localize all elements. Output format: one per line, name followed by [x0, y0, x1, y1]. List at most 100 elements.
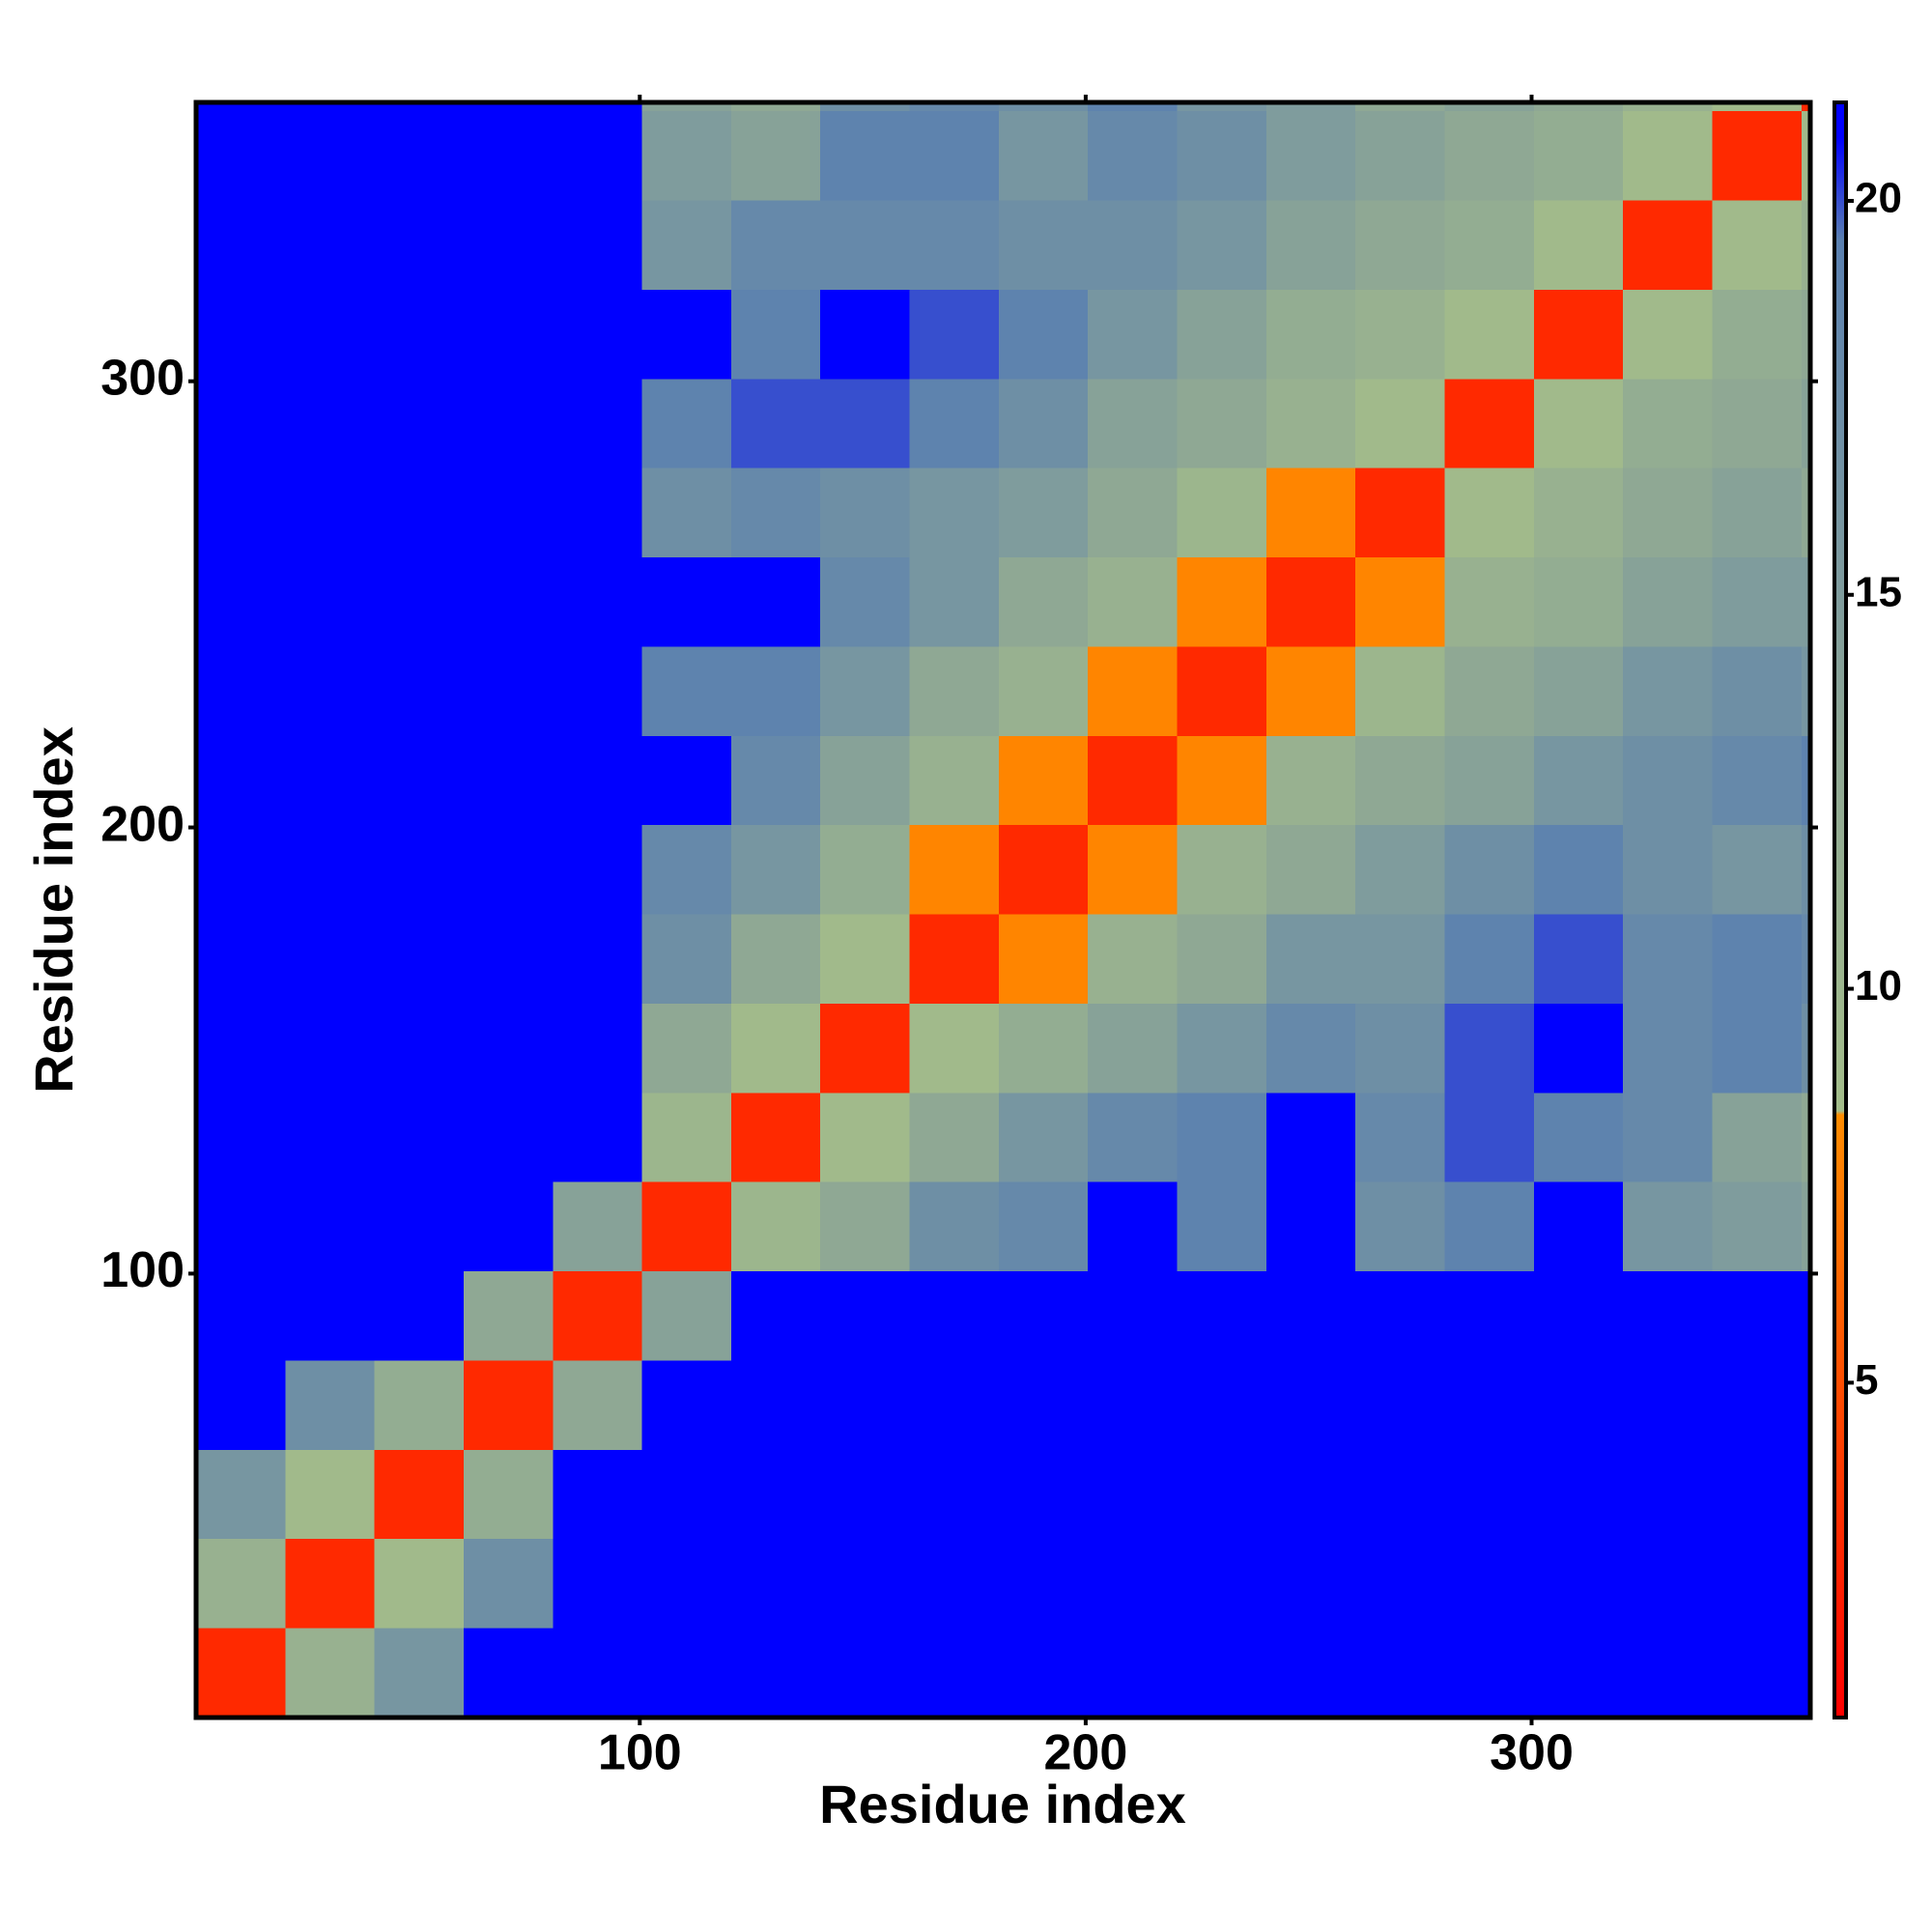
heatmap-cell	[196, 1360, 286, 1450]
heatmap-cell	[196, 102, 286, 112]
heatmap-cell	[641, 111, 731, 201]
y-tick-label: 100	[100, 1242, 185, 1298]
heatmap-cell	[196, 379, 286, 469]
heatmap-cell	[1177, 1360, 1266, 1450]
heatmap-cell	[1712, 735, 1802, 826]
heatmap-cell	[820, 735, 910, 826]
heatmap-cell	[463, 1181, 554, 1272]
heatmap-cell	[463, 1271, 554, 1361]
heatmap-cell	[641, 468, 731, 558]
heatmap-cell	[1265, 1181, 1356, 1272]
heatmap-cell	[463, 1628, 554, 1718]
heatmap-cell	[820, 468, 910, 558]
heatmap-cell	[998, 1271, 1089, 1361]
heatmap-cell	[1712, 1360, 1802, 1450]
heatmap-cell	[1177, 468, 1266, 558]
heatmap-cell	[1533, 735, 1624, 826]
heatmap-cell	[998, 468, 1089, 558]
heatmap-cell	[463, 379, 554, 469]
heatmap-cell	[1801, 557, 1810, 647]
heatmap-cell	[196, 111, 286, 201]
heatmap-cell	[285, 1093, 375, 1182]
heatmap-cell	[1444, 1449, 1534, 1540]
heatmap-cell	[1265, 1360, 1356, 1450]
heatmap-cell	[1712, 1271, 1802, 1361]
heatmap-cell	[1088, 1093, 1178, 1182]
heatmap-cell	[374, 1003, 464, 1094]
x-tick-label: 100	[598, 1725, 682, 1781]
heatmap-cell	[1712, 379, 1802, 469]
heatmap-cell	[1623, 289, 1713, 380]
heatmap-cell	[909, 1539, 999, 1629]
heatmap-cell	[1265, 1271, 1356, 1361]
heatmap-cell	[1533, 1003, 1624, 1094]
heatmap-cell	[285, 646, 375, 736]
heatmap-cell	[1088, 557, 1178, 647]
heatmap-cell	[1712, 1539, 1802, 1629]
heatmap-cell	[1533, 557, 1624, 647]
heatmap-cell	[1444, 735, 1534, 826]
heatmap-cell	[730, 825, 821, 915]
heatmap-cell	[1444, 1003, 1534, 1094]
heatmap-cell	[553, 1539, 642, 1629]
heatmap-cell	[1265, 102, 1356, 112]
heatmap-cell	[820, 825, 910, 915]
heatmap-cell	[553, 1360, 642, 1450]
heatmap-cell	[1623, 914, 1713, 1004]
heatmap-cell	[1623, 646, 1713, 736]
heatmap-cell	[374, 1181, 464, 1272]
heatmap-cell	[1355, 1449, 1445, 1540]
heatmap-cell	[641, 1539, 731, 1629]
heatmap-cell	[998, 914, 1089, 1004]
heatmap-cell	[553, 1271, 642, 1361]
heatmap-cell	[1088, 111, 1178, 201]
heatmap-cell	[730, 111, 821, 201]
heatmap-cell	[641, 1003, 731, 1094]
heatmap-cell	[820, 557, 910, 647]
heatmap-cell	[1177, 914, 1266, 1004]
heatmap-cell	[463, 646, 554, 736]
heatmap-cell	[1801, 1093, 1810, 1182]
heatmap-cell	[553, 1181, 642, 1272]
heatmap-cell	[553, 1628, 642, 1718]
heatmap-cell	[641, 914, 731, 1004]
heatmap-cell	[1623, 1360, 1713, 1450]
heatmap-cell	[730, 646, 821, 736]
heatmap-cell	[553, 379, 642, 469]
heatmap-cell	[1801, 1181, 1810, 1272]
heatmap-cell	[1801, 1539, 1810, 1629]
heatmap-cell	[1623, 111, 1713, 201]
heatmap-cell	[1801, 735, 1810, 826]
heatmap-cell	[196, 1003, 286, 1094]
heatmap-cell	[463, 1003, 554, 1094]
heatmap-cell	[1712, 200, 1802, 290]
heatmap-cell	[909, 1271, 999, 1361]
heatmap-cell	[285, 1360, 375, 1450]
heatmap-cell	[463, 1449, 554, 1540]
heatmap-cell	[1355, 1271, 1445, 1361]
heatmap-cell	[196, 914, 286, 1004]
heatmap-cell	[285, 1181, 375, 1272]
heatmap-cell	[463, 289, 554, 380]
heatmap-cell	[1088, 735, 1178, 826]
heatmap-cell	[374, 1628, 464, 1718]
heatmap-cell	[1355, 1093, 1445, 1182]
heatmap-cell	[1355, 200, 1445, 290]
heatmap-cell	[1088, 1628, 1178, 1718]
heatmap-cell	[998, 1449, 1089, 1540]
heatmap-cell	[909, 825, 999, 915]
heatmap-cell	[1265, 468, 1356, 558]
heatmap-cell	[374, 646, 464, 736]
heatmap-cell	[998, 1539, 1089, 1629]
heatmap-cell	[553, 1093, 642, 1182]
heatmap-cell	[1712, 1449, 1802, 1540]
heatmap-cell	[1444, 1539, 1534, 1629]
heatmap-cell	[1265, 914, 1356, 1004]
heatmap-cell	[998, 289, 1089, 380]
heatmap-cell	[1088, 1003, 1178, 1094]
heatmap-cell	[1177, 735, 1266, 826]
heatmap-cell	[820, 200, 910, 290]
heatmap-cell	[553, 735, 642, 826]
heatmap-cell	[553, 1003, 642, 1094]
heatmap-cell	[196, 1539, 286, 1629]
